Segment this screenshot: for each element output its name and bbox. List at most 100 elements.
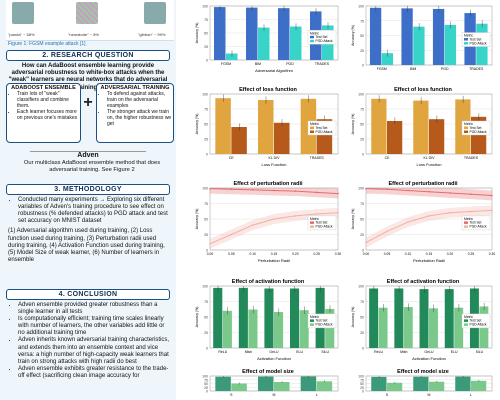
chart-title: Effect of activation function xyxy=(232,279,305,285)
legend-box xyxy=(307,215,337,231)
bar xyxy=(429,119,445,154)
x-tick-label: L xyxy=(470,393,472,397)
bar xyxy=(413,100,429,154)
x-tick-label: 0.10 xyxy=(249,252,256,256)
data-point xyxy=(251,224,254,226)
y-tick-label: 75 xyxy=(360,19,364,23)
noise-image xyxy=(76,2,98,24)
legend-label: Test Set xyxy=(316,221,328,225)
y-tick-label: 50 xyxy=(360,218,364,222)
bar xyxy=(290,288,300,348)
chart-title: Effect of activation function xyxy=(387,279,460,285)
chart-svg: 0 25 50 75 100 Accuracy (%) Adversarial Algori… xyxy=(195,5,339,73)
y-tick-label: 25 xyxy=(360,386,364,390)
data-point xyxy=(470,193,472,195)
bar xyxy=(381,53,394,65)
bar xyxy=(413,26,425,65)
x-tick-label: S xyxy=(386,393,389,397)
confidence-band xyxy=(366,205,492,248)
bar xyxy=(369,7,382,65)
bar xyxy=(231,127,247,154)
x-axis-label: Adversarial Algorithm xyxy=(255,68,293,73)
y-tick-label: 25 xyxy=(204,331,208,335)
y-tick-label: 100 xyxy=(358,375,364,379)
legend-swatch xyxy=(310,39,314,43)
bar xyxy=(401,8,413,65)
x-tick-label: SiLU xyxy=(321,350,329,354)
x-tick-label: Mish xyxy=(245,350,252,354)
y-tick-label: 75 xyxy=(360,378,364,382)
x-tick-label: CE xyxy=(229,156,235,160)
x-axis-label: Activation Function xyxy=(257,356,291,361)
x-tick-label: ReLU xyxy=(374,350,383,354)
chart-svg: Effect of activation function 0 25 50 75 100 A… xyxy=(351,279,493,361)
data-point xyxy=(449,192,451,194)
y-tick-label: 0 xyxy=(362,153,364,157)
data-point xyxy=(365,241,367,244)
bar xyxy=(316,381,333,391)
chart-perturbation-radii-b: Effect of perturbation radii 0 25 50 75 100 Ac… xyxy=(350,178,496,264)
bar xyxy=(213,287,223,348)
x-tick-label: GeLU xyxy=(269,350,279,354)
y-tick-label: 50 xyxy=(204,382,208,386)
data-point xyxy=(230,233,233,236)
y-tick-label: 75 xyxy=(204,300,208,304)
chart-activation-function-b: Effect of activation function 0 25 50 75 100 A… xyxy=(350,276,496,362)
x-tick-label: M xyxy=(273,393,276,397)
chart-svg: Effect of loss function 0 25 50 75 100 Accurac… xyxy=(351,87,493,167)
adv-training-item: To defend against attacks, train on the … xyxy=(107,91,173,109)
y-tick-label: 75 xyxy=(360,300,364,304)
bar xyxy=(215,98,231,154)
plot-frame xyxy=(209,187,339,251)
chart-svg: 0 25 50 75 100 Accuracy (%) FGSM BIM PGD TRADES Me… xyxy=(351,5,493,71)
y-tick-label: 100 xyxy=(358,93,364,97)
conclusion-item: Is computationally efficient; training t… xyxy=(18,316,170,337)
y-tick-label: 75 xyxy=(204,202,208,206)
bar xyxy=(369,288,379,348)
x-tick-label: 0.00 xyxy=(207,252,214,256)
bar xyxy=(394,288,404,348)
adaboost-title: ADABOOST ENSEMBLE xyxy=(11,85,76,91)
conclusion-item: Adven inherits known adversarial trainin… xyxy=(18,337,170,365)
y-tick-label: 100 xyxy=(358,187,364,191)
bar xyxy=(215,376,231,391)
chart-svg: Effect of loss function 0 25 50 75 100 Accurac… xyxy=(195,87,339,167)
y-tick-label: 0 xyxy=(362,64,364,68)
data-point xyxy=(470,210,472,213)
plus-icon: + xyxy=(83,94,93,111)
legend-label: Test Set xyxy=(470,126,482,130)
conclusion-section: 4. CONCLUSION Adven ensemble provided gr… xyxy=(0,289,176,380)
x-tick-label: KL DIV xyxy=(269,156,281,160)
data-point xyxy=(365,187,367,190)
data-point xyxy=(491,194,493,197)
x-tick-label: ReLU xyxy=(218,350,227,354)
adaboost-item: Each learner focuses more on previous on… xyxy=(17,109,80,121)
chart-adversarial-algorithm-a: 0 25 50 75 100 Accuracy (%) Adversarial Algori… xyxy=(194,2,342,74)
data-point xyxy=(386,188,388,191)
data-point xyxy=(230,188,233,191)
y-tick-label: 0 xyxy=(362,249,364,253)
chart-model-size-b: Effect of model size 0 25 50 75 100 S M L xyxy=(350,366,496,400)
chart-title: Effect of model size xyxy=(397,369,449,375)
bar xyxy=(214,7,226,60)
y-tick-label: 25 xyxy=(360,49,364,53)
data-point xyxy=(407,221,409,223)
legend-label: Test Set xyxy=(470,319,482,323)
research-question-text: How can AdaBoost ensemble learning provi… xyxy=(8,63,168,91)
x-tick-label: 0.25 xyxy=(468,252,475,256)
x-tick-label: 0.10 xyxy=(405,252,412,256)
legend-title: Metric xyxy=(310,31,319,35)
y-tick-label: 100 xyxy=(202,375,208,379)
adversarial-training-box: ADVERSARIAL TRAINING To defend against a… xyxy=(96,83,174,143)
data-point xyxy=(428,190,430,193)
x-tick-label: FGSM xyxy=(221,62,231,66)
y-tick-label: 25 xyxy=(360,233,364,237)
legend-swatch xyxy=(310,35,314,39)
y-tick-label: 50 xyxy=(204,316,208,320)
chart-title: Effect of loss function xyxy=(394,87,452,93)
legend-title: Metric xyxy=(464,315,473,319)
x-tick-label: 0.20 xyxy=(447,252,454,256)
data-point xyxy=(294,215,297,217)
x-tick-label: ELU xyxy=(451,350,458,354)
